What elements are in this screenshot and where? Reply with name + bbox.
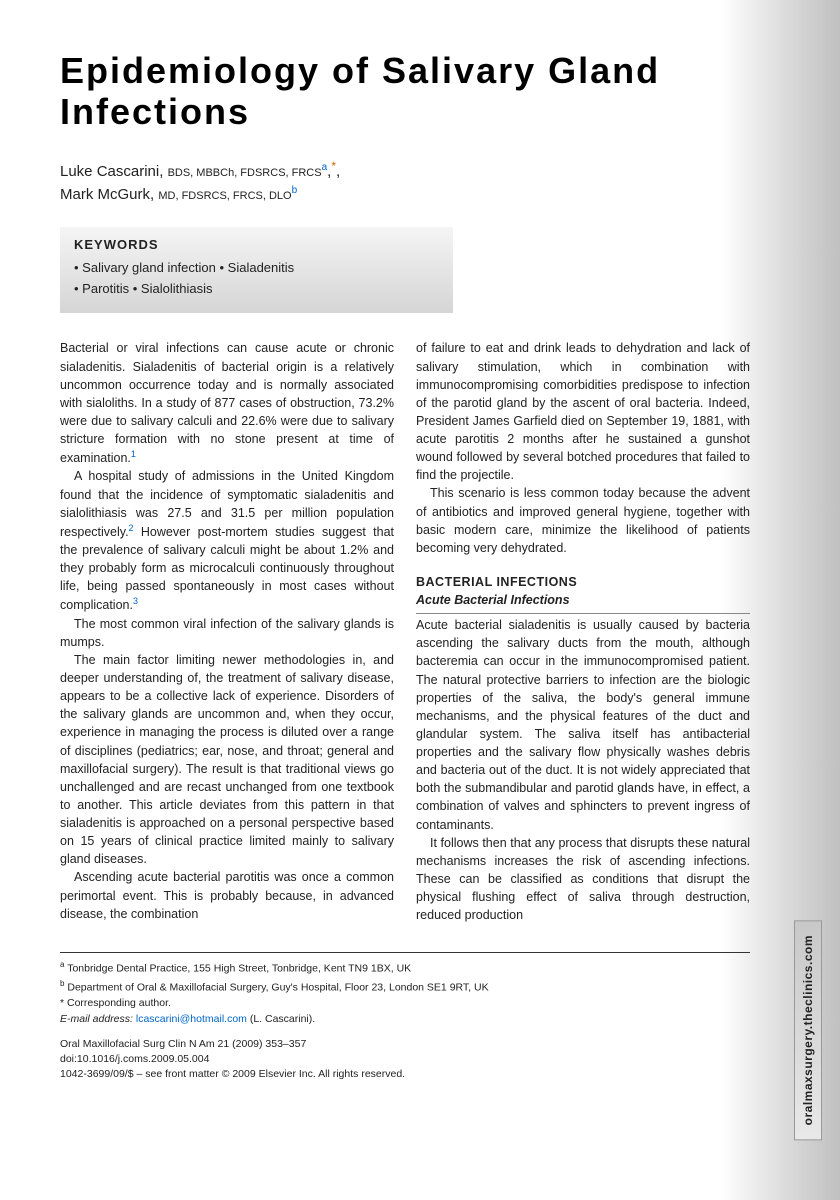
affil-sup: b — [292, 185, 298, 196]
corresponding-star: * — [331, 159, 336, 173]
article-title: Epidemiology of Salivary Gland Infection… — [60, 50, 750, 133]
para: Acute bacterial sialadenitis is usually … — [416, 613, 750, 834]
keywords-heading: KEYWORDS — [74, 237, 439, 252]
citation-ref[interactable]: 3 — [133, 596, 138, 606]
section-subheading: Acute Bacterial Infections — [416, 591, 750, 609]
email-attribution: (L. Cascarini). — [250, 1013, 315, 1025]
column-left: Bacterial or viral infections can cause … — [60, 339, 394, 924]
para: It follows then that any process that di… — [416, 834, 750, 925]
affil-text: Tonbridge Dental Practice, 155 High Stre… — [67, 963, 411, 975]
para: This scenario is less common today becau… — [416, 484, 750, 557]
keyword: Sialolithiasis — [141, 281, 213, 296]
keyword: Salivary gland infection — [82, 260, 216, 275]
body-columns: Bacterial or viral infections can cause … — [60, 339, 750, 924]
para: Bacterial or viral infections can cause … — [60, 339, 394, 467]
keyword: Sialadenitis — [228, 260, 295, 275]
author-name: Luke Cascarini — [60, 163, 159, 180]
para: A hospital study of admissions in the Un… — [60, 467, 394, 614]
email-label: E-mail address: — [60, 1013, 133, 1025]
affil-label: b — [60, 979, 64, 988]
para: of failure to eat and drink leads to deh… — [416, 339, 750, 484]
para-text: Bacterial or viral infections can cause … — [60, 341, 394, 465]
affil-label: a — [60, 960, 64, 969]
author-line-2: Mark McGurk, MD, FDSRCS, FRCS, DLOb — [60, 183, 750, 207]
author-name: Mark McGurk — [60, 186, 150, 203]
journal-info: Oral Maxillofacial Surg Clin N Am 21 (20… — [60, 1037, 750, 1081]
keyword: Parotitis — [82, 281, 129, 296]
affiliation-b: b Department of Oral & Maxillofacial Sur… — [60, 978, 750, 996]
author-line-1: Luke Cascarini, BDS, MBBCh, FDSRCS, FRCS… — [60, 157, 750, 184]
journal-citation: Oral Maxillofacial Surg Clin N Am 21 (20… — [60, 1037, 750, 1052]
affil-text: Department of Oral & Maxillofacial Surge… — [67, 981, 488, 993]
journal-url-tab: oralmaxsurgery.theclinics.com — [794, 920, 822, 1140]
para: The most common viral infection of the s… — [60, 615, 394, 651]
page-content: Epidemiology of Salivary Gland Infection… — [0, 0, 840, 1101]
affiliation-a: a Tonbridge Dental Practice, 155 High St… — [60, 959, 750, 977]
footer-block: a Tonbridge Dental Practice, 155 High St… — [60, 952, 750, 1081]
para: Ascending acute bacterial parotitis was … — [60, 868, 394, 922]
email-line: E-mail address: lcascarini@hotmail.com (… — [60, 1012, 750, 1028]
para: The main factor limiting newer methodolo… — [60, 651, 394, 869]
keywords-box: KEYWORDS • Salivary gland infection • Si… — [60, 227, 453, 314]
corresponding-note: * Corresponding author. — [60, 996, 750, 1012]
doi: doi:10.1016/j.coms.2009.05.004 — [60, 1052, 750, 1067]
author-block: Luke Cascarini, BDS, MBBCh, FDSRCS, FRCS… — [60, 157, 750, 207]
section-heading: BACTERIAL INFECTIONS — [416, 573, 750, 591]
keywords-list: • Salivary gland infection • Sialadeniti… — [74, 258, 439, 300]
column-right: of failure to eat and drink leads to deh… — [416, 339, 750, 924]
author-credentials: MD, FDSRCS, FRCS, DLO — [158, 190, 291, 202]
citation-ref[interactable]: 1 — [131, 449, 136, 459]
copyright-line: 1042-3699/09/$ – see front matter © 2009… — [60, 1067, 750, 1082]
author-credentials: BDS, MBBCh, FDSRCS, FRCS — [168, 167, 322, 179]
email-link[interactable]: lcascarini@hotmail.com — [136, 1013, 247, 1025]
